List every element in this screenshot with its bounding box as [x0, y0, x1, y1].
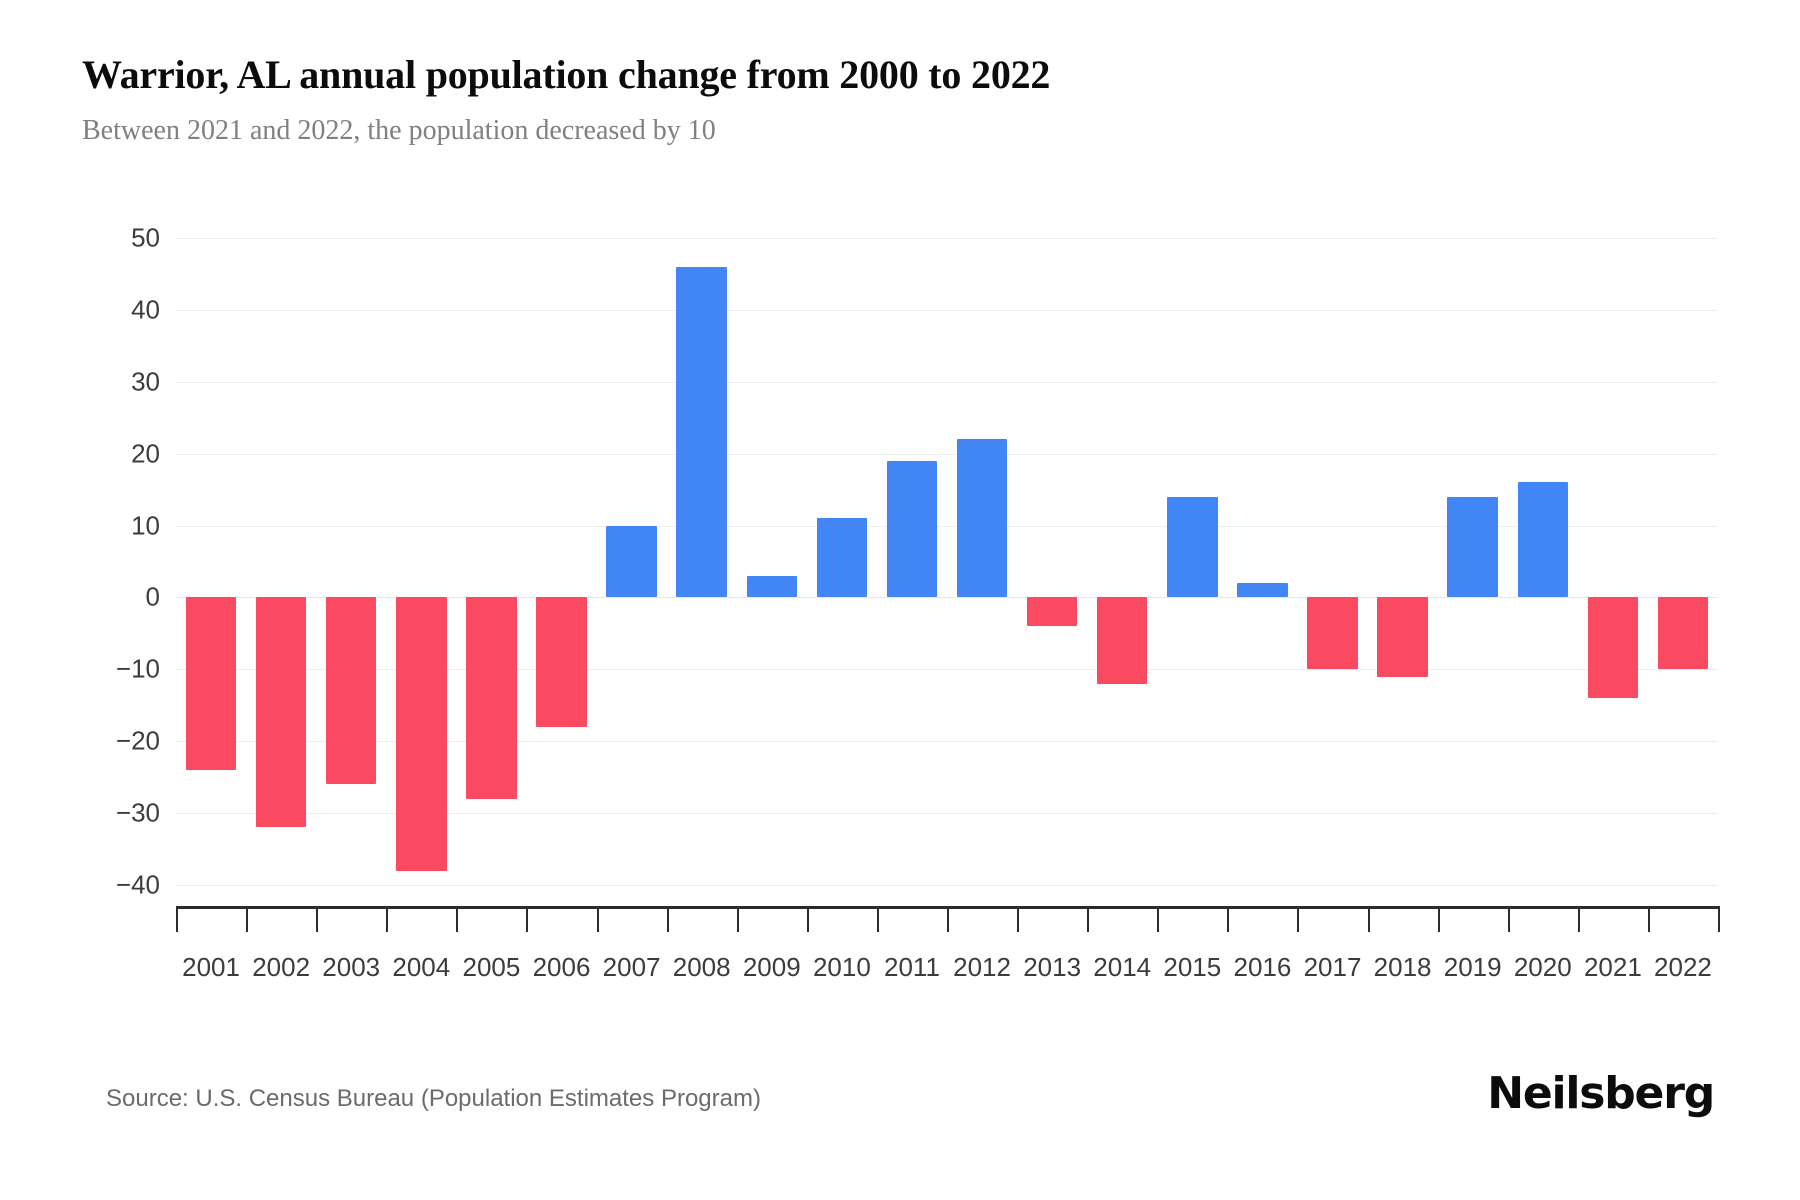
bar-2013[interactable] [1026, 597, 1078, 627]
x-axis-tick-label: 2021 [1583, 952, 1642, 982]
x-axis-tick-label: 2020 [1513, 952, 1572, 982]
y-axis-tick-label: −10 [115, 653, 160, 684]
x-axis-tick-label: 2010 [812, 952, 871, 982]
bar-2002[interactable] [255, 597, 307, 828]
x-axis-tick-label: 2016 [1233, 952, 1292, 982]
x-axis-tick [1297, 906, 1300, 932]
bar-2021[interactable] [1587, 597, 1639, 699]
y-axis-tick-label: −20 [115, 725, 160, 756]
x-axis-tick [666, 906, 669, 932]
x-axis-tick-label: 2001 [182, 952, 240, 982]
x-axis-line [176, 906, 1718, 909]
bar-2016[interactable] [1237, 583, 1288, 598]
bar-2018[interactable] [1377, 597, 1428, 677]
x-axis-tick [386, 906, 389, 932]
bar-2020[interactable] [1517, 482, 1568, 598]
gridline [176, 453, 1718, 455]
x-axis-tick-label: 2012 [953, 952, 1011, 982]
bar-2017[interactable] [1307, 597, 1358, 670]
x-axis-tick-label: 2004 [392, 952, 451, 982]
x-axis-tick [1227, 906, 1230, 932]
gridline [176, 741, 1718, 743]
gridline [176, 669, 1718, 671]
gridline [176, 381, 1718, 383]
x-axis-tick [176, 906, 178, 932]
bar-2003[interactable] [325, 597, 377, 785]
gridline [176, 885, 1718, 886]
bar-2011[interactable] [886, 460, 938, 598]
bar-2009[interactable] [746, 575, 797, 598]
x-axis-tick [1577, 906, 1580, 932]
gridline [176, 309, 1718, 311]
x-axis-tick-label: 2019 [1443, 952, 1502, 982]
bar-2022[interactable] [1657, 597, 1709, 670]
gridline [176, 813, 1718, 815]
x-axis-tick-label: 2009 [742, 952, 801, 982]
page-title: Warrior, AL annual population change fro… [82, 52, 1051, 97]
x-axis-tick-label: 2008 [672, 952, 731, 982]
x-axis-tick [1157, 906, 1160, 932]
bar-2006[interactable] [536, 597, 587, 727]
bar-2008[interactable] [676, 266, 727, 598]
x-axis-tick [1367, 906, 1370, 932]
bar-2007[interactable] [606, 525, 657, 598]
x-axis-tick [596, 906, 599, 932]
x-axis-tick [1718, 906, 1720, 932]
x-axis-tick [1437, 906, 1440, 932]
x-axis-tick [736, 906, 739, 932]
chart-subtitle: Between 2021 and 2022, the population de… [82, 115, 716, 146]
bar-2015[interactable] [1167, 496, 1218, 598]
bar-2019[interactable] [1447, 496, 1498, 598]
y-axis-tick-label: −30 [115, 797, 160, 828]
y-axis-tick-label: 10 [131, 510, 160, 541]
y-axis-tick-label: 30 [131, 366, 160, 397]
x-axis-tick [1507, 906, 1510, 932]
bar-2010[interactable] [816, 518, 868, 598]
bar-2005[interactable] [466, 597, 517, 799]
x-axis-tick-label: 2006 [532, 952, 591, 982]
x-axis-tick [947, 906, 949, 932]
x-axis-tick [456, 906, 459, 932]
x-axis-tick-label: 2018 [1373, 952, 1432, 982]
y-axis-tick-label: −40 [115, 869, 160, 900]
x-axis-tick [526, 906, 529, 932]
chart-header: Warrior, AL annual population change fro… [82, 52, 1702, 148]
x-axis-tick-label: 2013 [1023, 952, 1082, 982]
x-axis-tick-label: 2014 [1093, 952, 1152, 982]
x-axis-tick-label: 2007 [602, 952, 661, 982]
y-axis-tick-label: 20 [131, 438, 160, 469]
y-axis-tick-label: 40 [131, 294, 160, 325]
source-note: Source: U.S. Census Bureau (Population E… [106, 1085, 761, 1112]
y-axis-tick-label: 0 [145, 581, 160, 612]
bar-2014[interactable] [1096, 597, 1148, 684]
x-axis-tick [246, 906, 249, 932]
gridline [176, 238, 1718, 239]
x-axis-tick [1087, 906, 1090, 932]
x-axis-tick [1647, 906, 1650, 932]
x-axis-tick-label: 2003 [322, 952, 381, 982]
x-axis-tick [1017, 906, 1020, 932]
bar-2001[interactable] [185, 597, 237, 770]
x-axis-tick-label: 2005 [462, 952, 521, 982]
brand-logo: Neilsberg [1487, 1068, 1715, 1119]
x-axis-tick [876, 906, 879, 932]
x-axis-tick-label: 2022 [1654, 952, 1712, 982]
zero-gridline [176, 597, 1718, 599]
x-axis-tick [316, 906, 319, 932]
x-axis-tick-label: 2017 [1303, 952, 1362, 982]
x-axis-tick [806, 906, 809, 932]
bar-2012[interactable] [956, 439, 1008, 598]
x-axis-tick-label: 2011 [883, 952, 940, 982]
y-axis-tick-label: 50 [131, 222, 160, 253]
x-axis-tick-label: 2002 [252, 952, 311, 982]
bar-2004[interactable] [396, 597, 447, 871]
gridline [176, 525, 1718, 527]
x-axis-tick-label: 2015 [1163, 952, 1222, 982]
